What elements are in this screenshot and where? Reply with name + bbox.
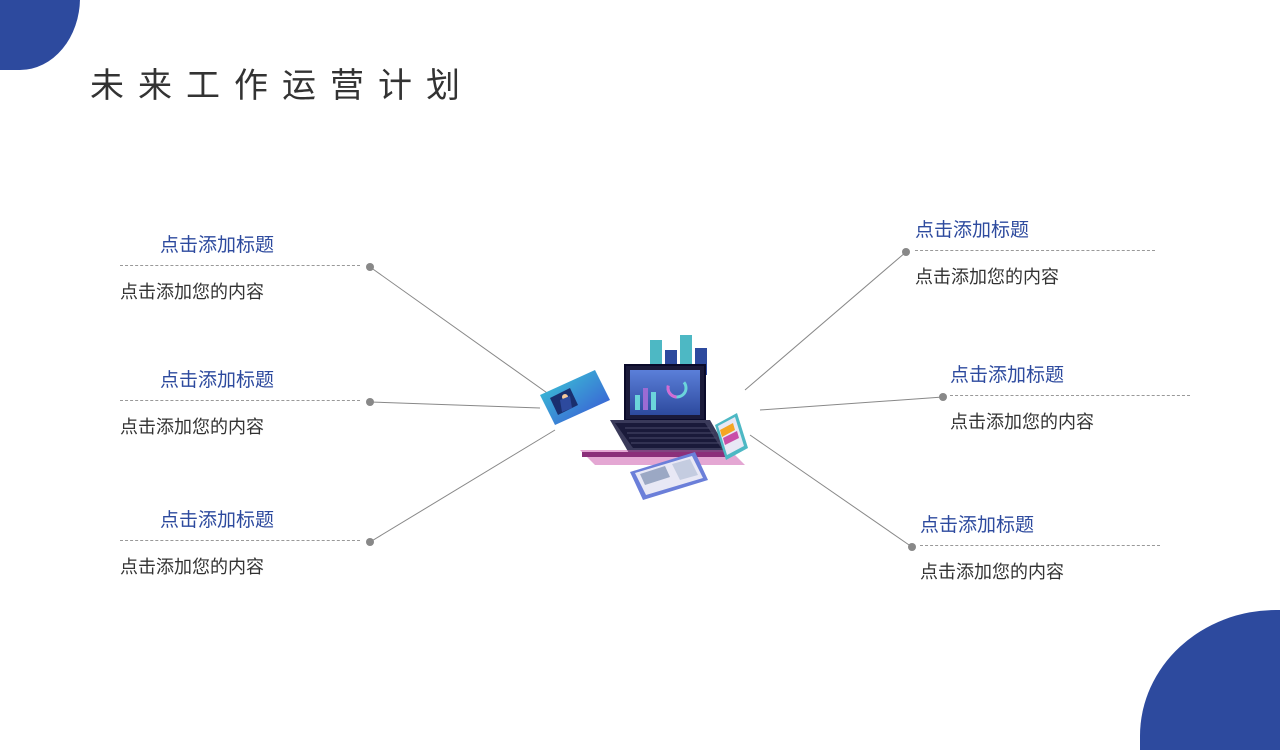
item-title: 点击添加标题 — [915, 215, 1155, 251]
item-title: 点击添加标题 — [120, 365, 360, 401]
item-content: 点击添加您的内容 — [120, 413, 360, 439]
item-title: 点击添加标题 — [920, 510, 1160, 546]
item-title: 点击添加标题 — [120, 505, 360, 541]
item-title: 点击添加标题 — [950, 360, 1190, 396]
item-content: 点击添加您的内容 — [120, 553, 360, 579]
item-content: 点击添加您的内容 — [120, 278, 360, 304]
item-left-2: 点击添加标题 点击添加您的内容 — [120, 365, 360, 439]
item-right-3: 点击添加标题 点击添加您的内容 — [920, 510, 1160, 584]
center-illustration — [520, 330, 780, 510]
corner-decoration-top-left — [0, 0, 80, 70]
item-right-1: 点击添加标题 点击添加您的内容 — [915, 215, 1155, 289]
slide-title: 未来工作运营计划 — [90, 58, 474, 107]
item-right-2: 点击添加标题 点击添加您的内容 — [950, 360, 1190, 434]
item-content: 点击添加您的内容 — [950, 408, 1190, 434]
corner-decoration-bottom-right — [1140, 610, 1280, 750]
item-title: 点击添加标题 — [120, 230, 360, 266]
item-left-1: 点击添加标题 点击添加您的内容 — [120, 230, 360, 304]
item-content: 点击添加您的内容 — [920, 558, 1160, 584]
item-left-3: 点击添加标题 点击添加您的内容 — [120, 505, 360, 579]
item-content: 点击添加您的内容 — [915, 263, 1155, 289]
